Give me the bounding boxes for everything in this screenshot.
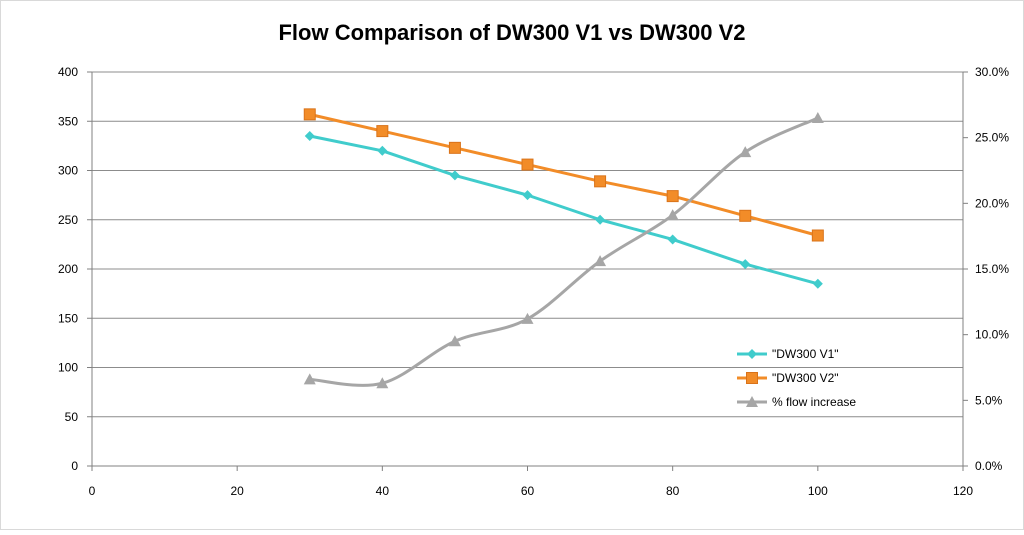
legend-label: % flow increase — [772, 395, 856, 409]
y2-tick-label: 20.0% — [975, 196, 1009, 210]
data-point — [522, 190, 533, 201]
y-tick-label: 350 — [58, 114, 78, 128]
series-line — [309, 134, 819, 286]
series-layer — [303, 108, 824, 389]
data-point — [303, 373, 316, 385]
x-tick-label: 40 — [376, 484, 390, 498]
y-tick-label: 250 — [58, 213, 78, 227]
legend-swatch-marker — [747, 349, 757, 359]
legend-swatch-marker — [746, 396, 758, 407]
x-tick-label: 0 — [89, 484, 96, 498]
series-line — [309, 112, 819, 237]
y2-tick-label: 10.0% — [975, 328, 1009, 342]
data-point — [449, 170, 460, 181]
data-point — [740, 259, 751, 270]
data-point — [594, 255, 607, 267]
data-point — [521, 312, 534, 324]
data-point — [595, 214, 606, 225]
series-3 — [303, 111, 824, 389]
data-point — [594, 175, 607, 188]
data-point — [304, 131, 315, 142]
y2-tick-label: 15.0% — [975, 262, 1009, 276]
data-point — [376, 377, 389, 389]
y-tick-label: 300 — [58, 164, 78, 178]
legend-swatch-marker — [746, 372, 758, 384]
x-tick-label: 120 — [953, 484, 973, 498]
y2-tick-label: 0.0% — [975, 459, 1003, 473]
data-point — [448, 335, 461, 347]
y-tick-label: 400 — [58, 65, 78, 79]
legend: "DW300 V1" "DW300 V2" % flow increase — [737, 347, 856, 409]
data-point — [303, 108, 316, 121]
x-tick-label: 80 — [666, 484, 680, 498]
legend-entry: % flow increase — [737, 395, 856, 409]
x-tick-label: 20 — [230, 484, 244, 498]
y-tick-label: 150 — [58, 311, 78, 325]
y-tick-label: 200 — [58, 262, 78, 276]
y-tick-label: 0 — [71, 459, 78, 473]
data-point — [521, 158, 534, 171]
legend-entry: "DW300 V2" — [737, 371, 839, 385]
data-point — [666, 190, 679, 203]
legend-label: "DW300 V1" — [772, 347, 839, 361]
axes: 0501001502002503003504000.0%5.0%10.0%15.… — [58, 65, 1009, 498]
data-point — [811, 111, 824, 123]
legend-entry: "DW300 V1" — [737, 347, 839, 361]
data-point — [667, 234, 678, 245]
data-point — [739, 146, 752, 158]
chart-title: Flow Comparison of DW300 V1 vs DW300 V2 — [278, 20, 745, 45]
y-tick-label: 100 — [58, 361, 78, 375]
data-point — [377, 145, 388, 156]
y2-tick-label: 25.0% — [975, 131, 1009, 145]
data-point — [812, 278, 823, 289]
x-tick-label: 100 — [808, 484, 828, 498]
data-point — [376, 125, 389, 138]
data-point — [739, 209, 752, 222]
data-point — [811, 229, 824, 242]
y2-tick-label: 5.0% — [975, 393, 1003, 407]
data-point — [448, 141, 461, 154]
x-tick-label: 60 — [521, 484, 535, 498]
y-tick-label: 50 — [65, 410, 79, 424]
legend-label: "DW300 V2" — [772, 371, 839, 385]
series-2 — [303, 108, 824, 242]
y2-tick-label: 30.0% — [975, 65, 1009, 79]
series-1 — [304, 131, 823, 289]
data-point — [666, 209, 679, 221]
series-line — [309, 116, 819, 387]
